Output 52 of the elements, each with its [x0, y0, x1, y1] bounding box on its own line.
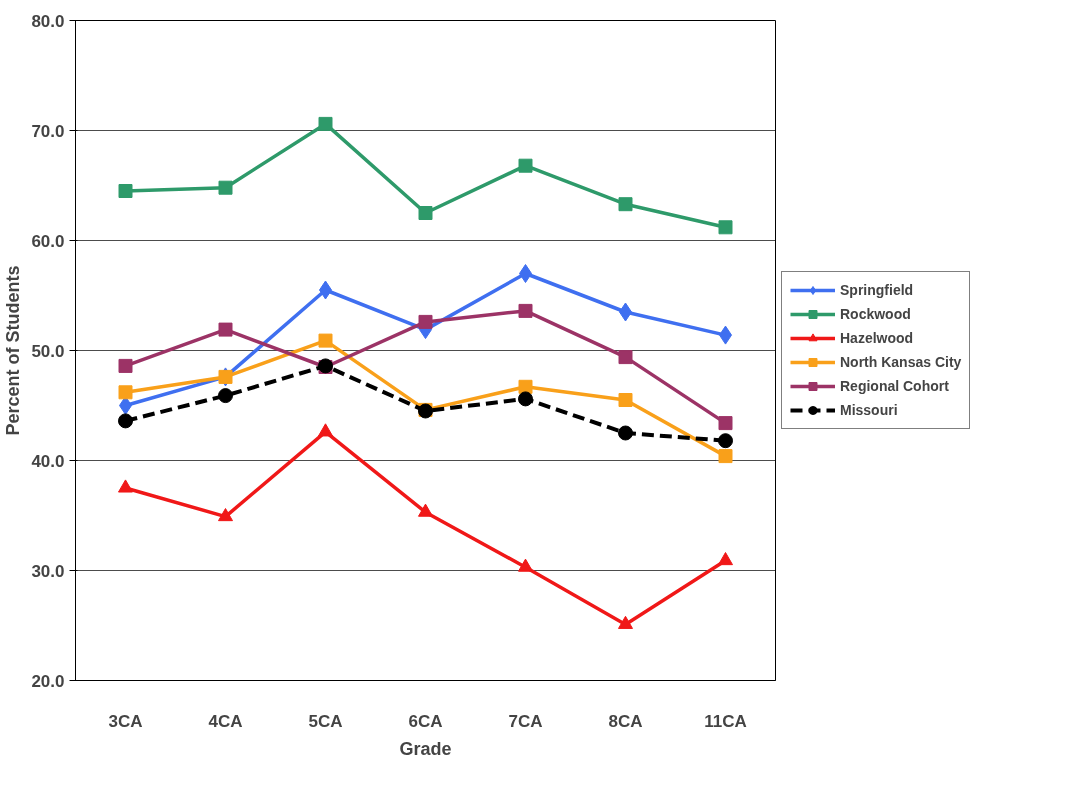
point	[718, 449, 733, 464]
point	[318, 423, 333, 437]
legend-label: Missouri	[840, 402, 898, 418]
x-tick-label: 7CA	[508, 711, 543, 731]
legend-label: Rockwood	[840, 306, 911, 322]
point	[218, 508, 233, 522]
y-axis-title: Percent of Students	[3, 265, 24, 436]
point	[618, 197, 633, 212]
y-tick-label: 80.0	[31, 11, 65, 31]
point	[518, 303, 533, 318]
legend-label: Springfield	[840, 282, 914, 298]
point	[518, 158, 533, 173]
point	[118, 184, 133, 198]
point	[418, 206, 433, 220]
legend-label: Hazelwood	[840, 330, 914, 346]
point	[218, 388, 233, 404]
y-tick-label: 70.0	[31, 121, 65, 141]
point	[118, 479, 133, 493]
point	[218, 322, 233, 337]
point	[118, 385, 133, 400]
point	[618, 393, 633, 407]
x-tick-label: 3CA	[108, 711, 143, 731]
x-tick-label: 8CA	[608, 711, 643, 731]
point	[218, 180, 233, 195]
point	[418, 503, 433, 517]
point	[118, 358, 133, 373]
point	[718, 433, 733, 449]
x-tick-label: 11CA	[704, 711, 747, 731]
y-tick-label: 50.0	[31, 341, 65, 361]
point	[718, 220, 733, 235]
point	[118, 413, 133, 429]
point	[618, 425, 633, 441]
y-tick-label: 40.0	[31, 451, 65, 471]
point	[518, 558, 533, 572]
point	[618, 350, 633, 365]
point	[418, 314, 433, 329]
legend-label: North Kansas City	[840, 354, 962, 370]
point	[318, 333, 333, 348]
x-tick-label: 6CA	[408, 711, 443, 731]
y-tick-label: 20.0	[31, 671, 65, 691]
point	[518, 379, 533, 394]
point	[618, 615, 633, 629]
point	[718, 416, 733, 431]
y-tick-label: 30.0	[31, 561, 65, 581]
x-axis-title: Grade	[399, 738, 452, 759]
y-tick-label: 60.0	[31, 231, 65, 251]
x-tick-label: 4CA	[208, 711, 243, 731]
point	[318, 116, 333, 131]
point	[718, 552, 733, 566]
point	[518, 391, 533, 407]
legend-label: Regional Cohort	[840, 378, 949, 394]
x-tick-label: 5CA	[308, 711, 343, 731]
